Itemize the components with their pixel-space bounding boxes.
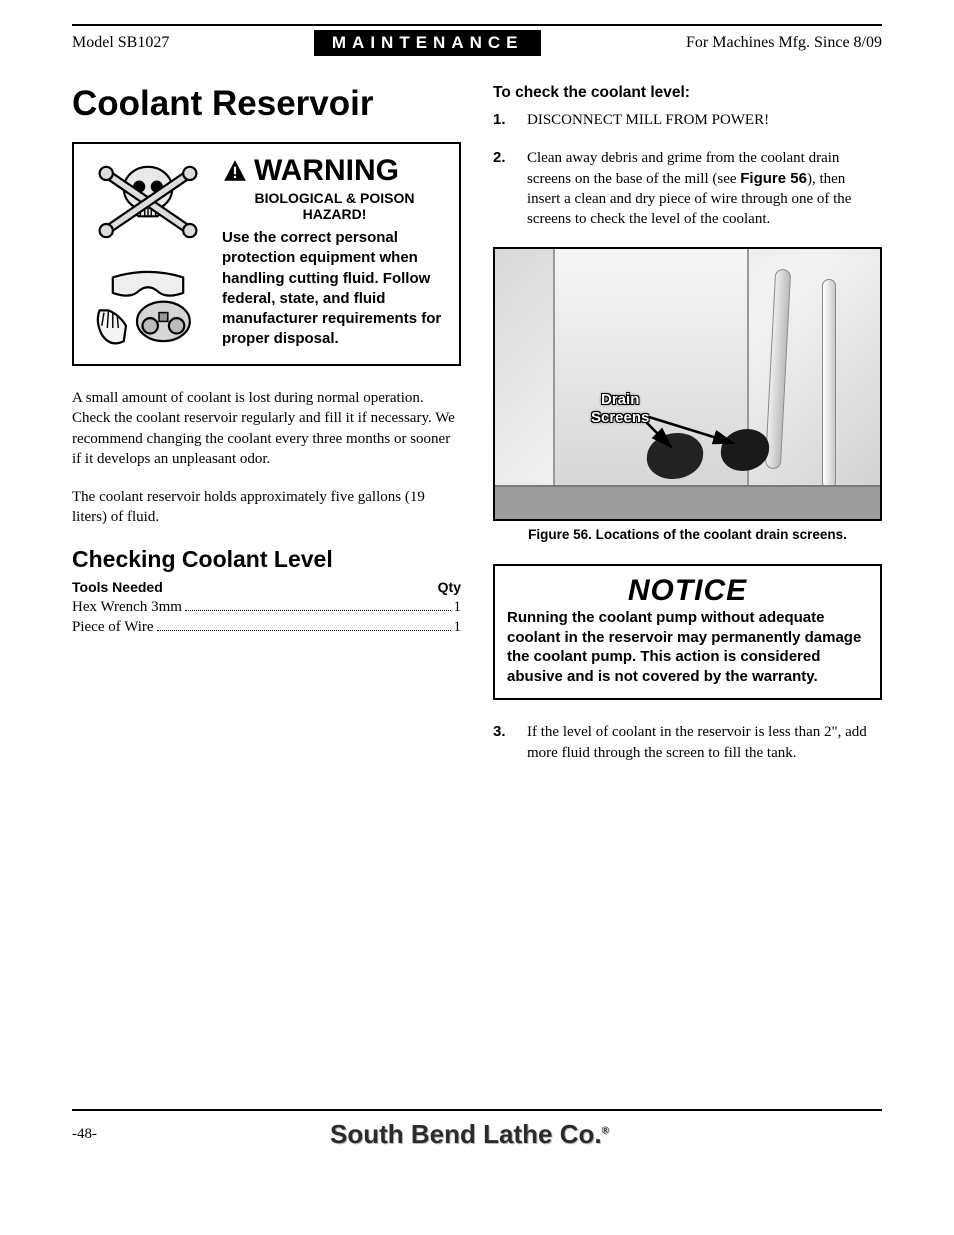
right-column: To check the coolant level: 1. DISCONNEC… [493, 84, 882, 781]
notice-heading: NOTICE [507, 574, 868, 608]
warning-icon-stack [86, 154, 210, 354]
leader-dots [157, 630, 451, 631]
left-column: Coolant Reservoir [72, 84, 461, 781]
bottom-rule [72, 1109, 882, 1111]
warning-text-block: WARNING BIOLOGICAL & POISON HAZARD! Use … [222, 154, 447, 354]
warning-body: Use the correct personal protection equi… [222, 228, 447, 350]
step-3: 3. If the level of coolant in the reserv… [493, 722, 882, 763]
figure-arrows [495, 249, 880, 519]
subsection-title: Checking Coolant Level [72, 546, 461, 573]
tool-row: Piece of Wire 1 [72, 617, 461, 637]
skull-crossbones-icon [86, 154, 210, 250]
warning-heading-row: WARNING [222, 154, 447, 188]
intro-paragraph-2: The coolant reservoir holds approximatel… [72, 487, 461, 528]
company-name: South Bend Lathe Co. [330, 1119, 602, 1149]
tool-name: Piece of Wire [72, 617, 154, 637]
registered-mark: ® [602, 1125, 609, 1136]
intro-paragraph-1: A small amount of coolant is lost during… [72, 388, 461, 469]
tools-header-qty: Qty [438, 579, 461, 595]
page-number: -48- [72, 1126, 97, 1143]
step-2: 2. Clean away debris and grime from the … [493, 148, 882, 229]
page-title: Coolant Reservoir [72, 84, 461, 124]
figure-label-line1: Drain [601, 391, 639, 408]
header-section: MAINTENANCE [314, 30, 542, 56]
step-number: 3. [493, 722, 513, 763]
figure-caption: Figure 56. Locations of the coolant drai… [493, 527, 882, 542]
tool-name: Hex Wrench 3mm [72, 597, 182, 617]
step-number: 2. [493, 148, 513, 229]
ppe-icon [86, 258, 210, 354]
tools-header-row: Tools Needed Qty [72, 579, 461, 595]
header-model: Model SB1027 [72, 34, 169, 52]
step-number: 1. [493, 110, 513, 130]
warning-callout: WARNING BIOLOGICAL & POISON HAZARD! Use … [72, 142, 461, 366]
warning-subheading: BIOLOGICAL & POISON HAZARD! [222, 190, 447, 222]
leader-dots [185, 610, 451, 611]
figure-56-image: Drain Screens [493, 247, 882, 521]
tool-qty: 1 [454, 617, 462, 637]
tool-qty: 1 [454, 597, 462, 617]
notice-body: Running the coolant pump without adequat… [507, 608, 868, 686]
tools-header-label: Tools Needed [72, 579, 163, 595]
page-footer: -48- South Bend Lathe Co.® [72, 1119, 882, 1150]
step-body: Clean away debris and grime from the coo… [527, 148, 882, 229]
page-header: Model SB1027 MAINTENANCE For Machines Mf… [72, 30, 882, 56]
procedure-title: To check the coolant level: [493, 84, 882, 102]
company-logo-text: South Bend Lathe Co.® [330, 1119, 609, 1150]
figure-callout-label: Drain Screens [591, 391, 649, 426]
step-1: 1. DISCONNECT MILL FROM POWER! [493, 110, 882, 130]
top-rule [72, 24, 882, 26]
figure-reference: Figure 56 [740, 170, 807, 187]
content-columns: Coolant Reservoir [72, 84, 882, 781]
step-body: If the level of coolant in the reservoir… [527, 722, 882, 763]
notice-callout: NOTICE Running the coolant pump without … [493, 564, 882, 700]
figure-label-line2: Screens [591, 409, 649, 426]
tool-row: Hex Wrench 3mm 1 [72, 597, 461, 617]
step-body: DISCONNECT MILL FROM POWER! [527, 110, 882, 130]
header-mfg-date: For Machines Mfg. Since 8/09 [686, 34, 882, 52]
footer-spacer [72, 781, 882, 1101]
warning-triangle-icon [222, 158, 248, 184]
warning-heading: WARNING [254, 154, 399, 188]
